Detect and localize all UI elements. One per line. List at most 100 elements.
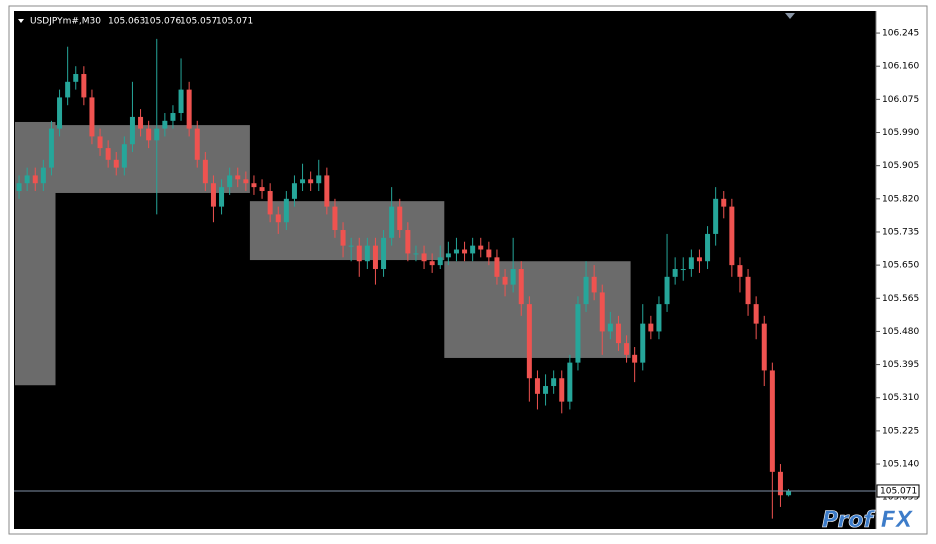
candle-body (632, 354, 638, 363)
header-price: 105.063 (108, 17, 145, 27)
candle-body (640, 323, 646, 363)
candle-body (32, 175, 38, 184)
watermark: Prof FX (822, 508, 914, 533)
candle-body (575, 304, 581, 363)
header-price: 105.076 (144, 17, 181, 27)
candle-body (510, 269, 516, 285)
candle-body (429, 261, 435, 266)
candle-body (567, 362, 573, 402)
candle-body (680, 269, 686, 271)
header-price: 105.057 (180, 17, 217, 27)
candle-body (502, 276, 508, 285)
candle-body (551, 378, 557, 387)
candle-body (672, 269, 678, 277)
zone (249, 201, 445, 261)
candle-body (219, 187, 225, 207)
candle-body (300, 179, 306, 184)
candle-body (624, 343, 630, 355)
y-tick-label: 105.055 (882, 493, 919, 503)
candle-body (543, 386, 549, 394)
candle-body (405, 230, 411, 254)
candle-body (105, 148, 111, 160)
candle-body (713, 198, 719, 234)
y-tick-label: 105.735 (882, 227, 919, 237)
candle-body (445, 253, 451, 258)
candle-body (494, 257, 500, 277)
candle-body (194, 128, 200, 160)
candle-body (113, 159, 119, 168)
candle-body (705, 233, 711, 262)
y-tick-label: 105.395 (882, 360, 919, 370)
candle-body (786, 490, 792, 496)
candle-body (761, 323, 767, 371)
candle-body (413, 253, 419, 255)
candle-body (356, 245, 362, 262)
candle-body (308, 179, 314, 184)
candle-body (97, 136, 103, 149)
candle-body (178, 89, 184, 114)
y-tick-label: 105.905 (882, 161, 919, 171)
candle-body (162, 120, 168, 129)
candle-body (453, 249, 459, 254)
candle-body (656, 304, 662, 332)
candle-body (186, 89, 192, 129)
candle-body (89, 97, 95, 137)
y-tick-label: 106.075 (882, 95, 919, 105)
candle-body (81, 74, 87, 98)
candle-body (138, 116, 144, 129)
candle-body (121, 144, 127, 168)
candle-body (324, 175, 330, 207)
candle-body (518, 269, 524, 305)
y-tick-label: 106.245 (882, 29, 919, 39)
candle-body (389, 206, 395, 238)
candle-body (769, 370, 775, 472)
candle-body (486, 249, 492, 258)
candle-body (721, 198, 727, 207)
last-price-box (876, 484, 920, 498)
header-price: 105.071 (216, 17, 253, 27)
candle-body (583, 276, 589, 305)
y-tick-label: 105.565 (882, 294, 919, 304)
candle-body (267, 191, 273, 215)
last-price-label: 105.071 (880, 486, 917, 496)
y-tick-label: 105.650 (882, 261, 919, 271)
shift-marker (785, 13, 795, 19)
candle-body (40, 167, 46, 184)
candle-body (729, 206, 735, 266)
candle-body (664, 276, 670, 305)
candle-body (364, 245, 370, 262)
candle-body (291, 183, 297, 199)
candle-body (57, 97, 63, 129)
candle-body (372, 245, 378, 270)
y-tick-label: 105.480 (882, 327, 919, 337)
dropdown-icon (18, 19, 24, 23)
zone (15, 121, 56, 386)
zone (444, 261, 631, 358)
y-tick-label: 105.820 (882, 194, 919, 204)
candle-body (421, 253, 427, 262)
candle-body (591, 276, 597, 293)
candle-body (437, 257, 443, 266)
candle-body (696, 257, 702, 262)
candle-body (526, 304, 532, 379)
candle-body (648, 323, 654, 332)
candle-body (227, 175, 233, 188)
frame (8, 5, 928, 535)
candle-body (235, 175, 241, 180)
candle-body (397, 206, 403, 231)
candle-body (688, 257, 694, 270)
candle-body (73, 74, 79, 82)
candle-body (129, 116, 135, 145)
zone (55, 125, 250, 193)
candle-body (470, 245, 476, 254)
candle-body (210, 183, 216, 207)
candle-body (275, 214, 281, 223)
candle-body (259, 187, 265, 192)
candle-body (146, 128, 152, 141)
candle-body (16, 183, 22, 192)
candle-body (607, 323, 613, 332)
candle-body (243, 179, 249, 184)
candle-body (202, 159, 208, 184)
symbol: USDJPYm#,M30 (30, 17, 101, 27)
